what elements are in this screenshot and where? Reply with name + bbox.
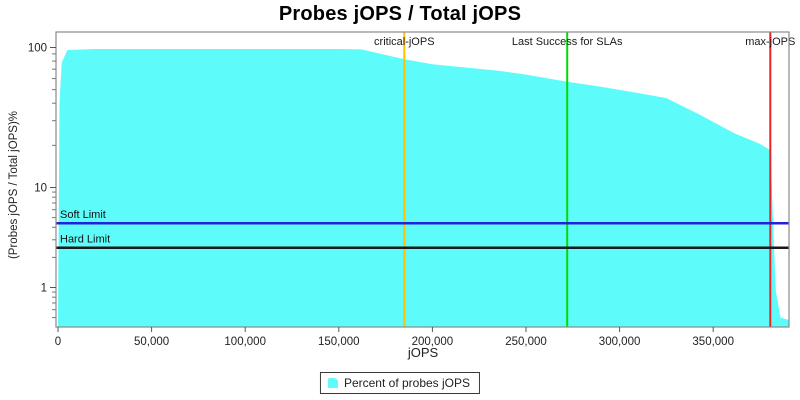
y-tick-label: 100 [28,43,47,55]
x-tick-label: 50,000 [134,336,169,348]
limit-label: Hard Limit [60,234,110,246]
chart-title: Probes jOPS / Total jOPS [278,3,522,25]
x-tick-label: 150,000 [318,336,360,348]
x-tick-label: 300,000 [599,336,641,348]
x-tick-label: 200,000 [412,336,454,348]
area-series [58,49,789,327]
plot-border [55,31,790,328]
x-tick-label: 0 [55,336,61,348]
x-tick-label: 350,000 [692,336,734,348]
limit-label: Soft Limit [60,209,106,221]
marker-label: max-jOPS [745,36,795,48]
y-tick-label: 1 [41,283,47,295]
legend-label: Percent of probes jOPS [343,376,471,390]
legend: Percent of probes jOPS [319,372,481,394]
x-tick-label: 250,000 [505,336,547,348]
marker-label: Last Success for SLAs [512,36,623,48]
x-axis-title: jOPS [407,345,439,360]
x-tick-label: 100,000 [224,336,266,348]
y-tick-label: 10 [34,183,47,195]
marker-label: critical-jOPS [374,36,435,48]
legend-area-swatch-icon [327,378,338,388]
